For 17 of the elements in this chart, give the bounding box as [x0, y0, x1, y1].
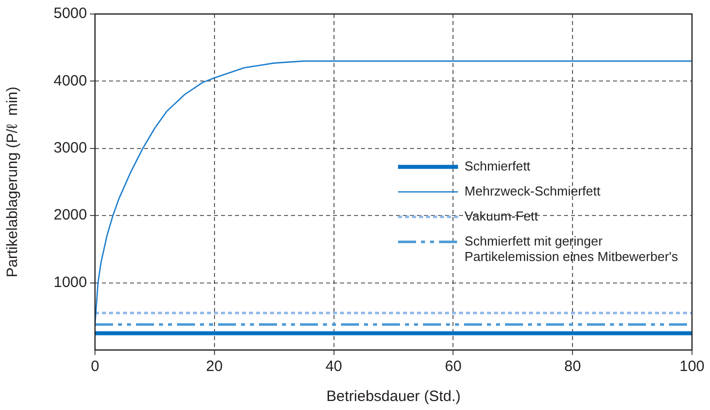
x-tick-label: 80	[564, 358, 581, 376]
y-axis-title: Partikelablagerung (P/ℓ min)	[4, 86, 22, 278]
x-tick-label: 60	[444, 358, 462, 376]
y-tick-label: 4000	[54, 72, 87, 90]
legend-label: Schmierfett	[464, 158, 531, 174]
y-tick-label: 2000	[54, 206, 87, 224]
legend-label: Vakuum-Fett	[464, 208, 538, 224]
x-tick-label: 40	[325, 358, 342, 376]
legend-label: Schmierfett mit geringer Partikelemission eines Mitbewerber's	[464, 233, 678, 264]
x-tick-label: 20	[206, 358, 223, 376]
x-axis-title: Betriebsdauer (Std.)	[326, 388, 461, 406]
y-tick-label: 3000	[54, 140, 87, 157]
x-tick-label: 100	[679, 358, 705, 376]
y-tick-label: 1000	[54, 274, 87, 291]
x-tick-label: 0	[90, 358, 100, 376]
y-tick-label: 5000	[54, 5, 87, 22]
legend-label: Mehrzweck-Schmierfett	[464, 183, 601, 198]
